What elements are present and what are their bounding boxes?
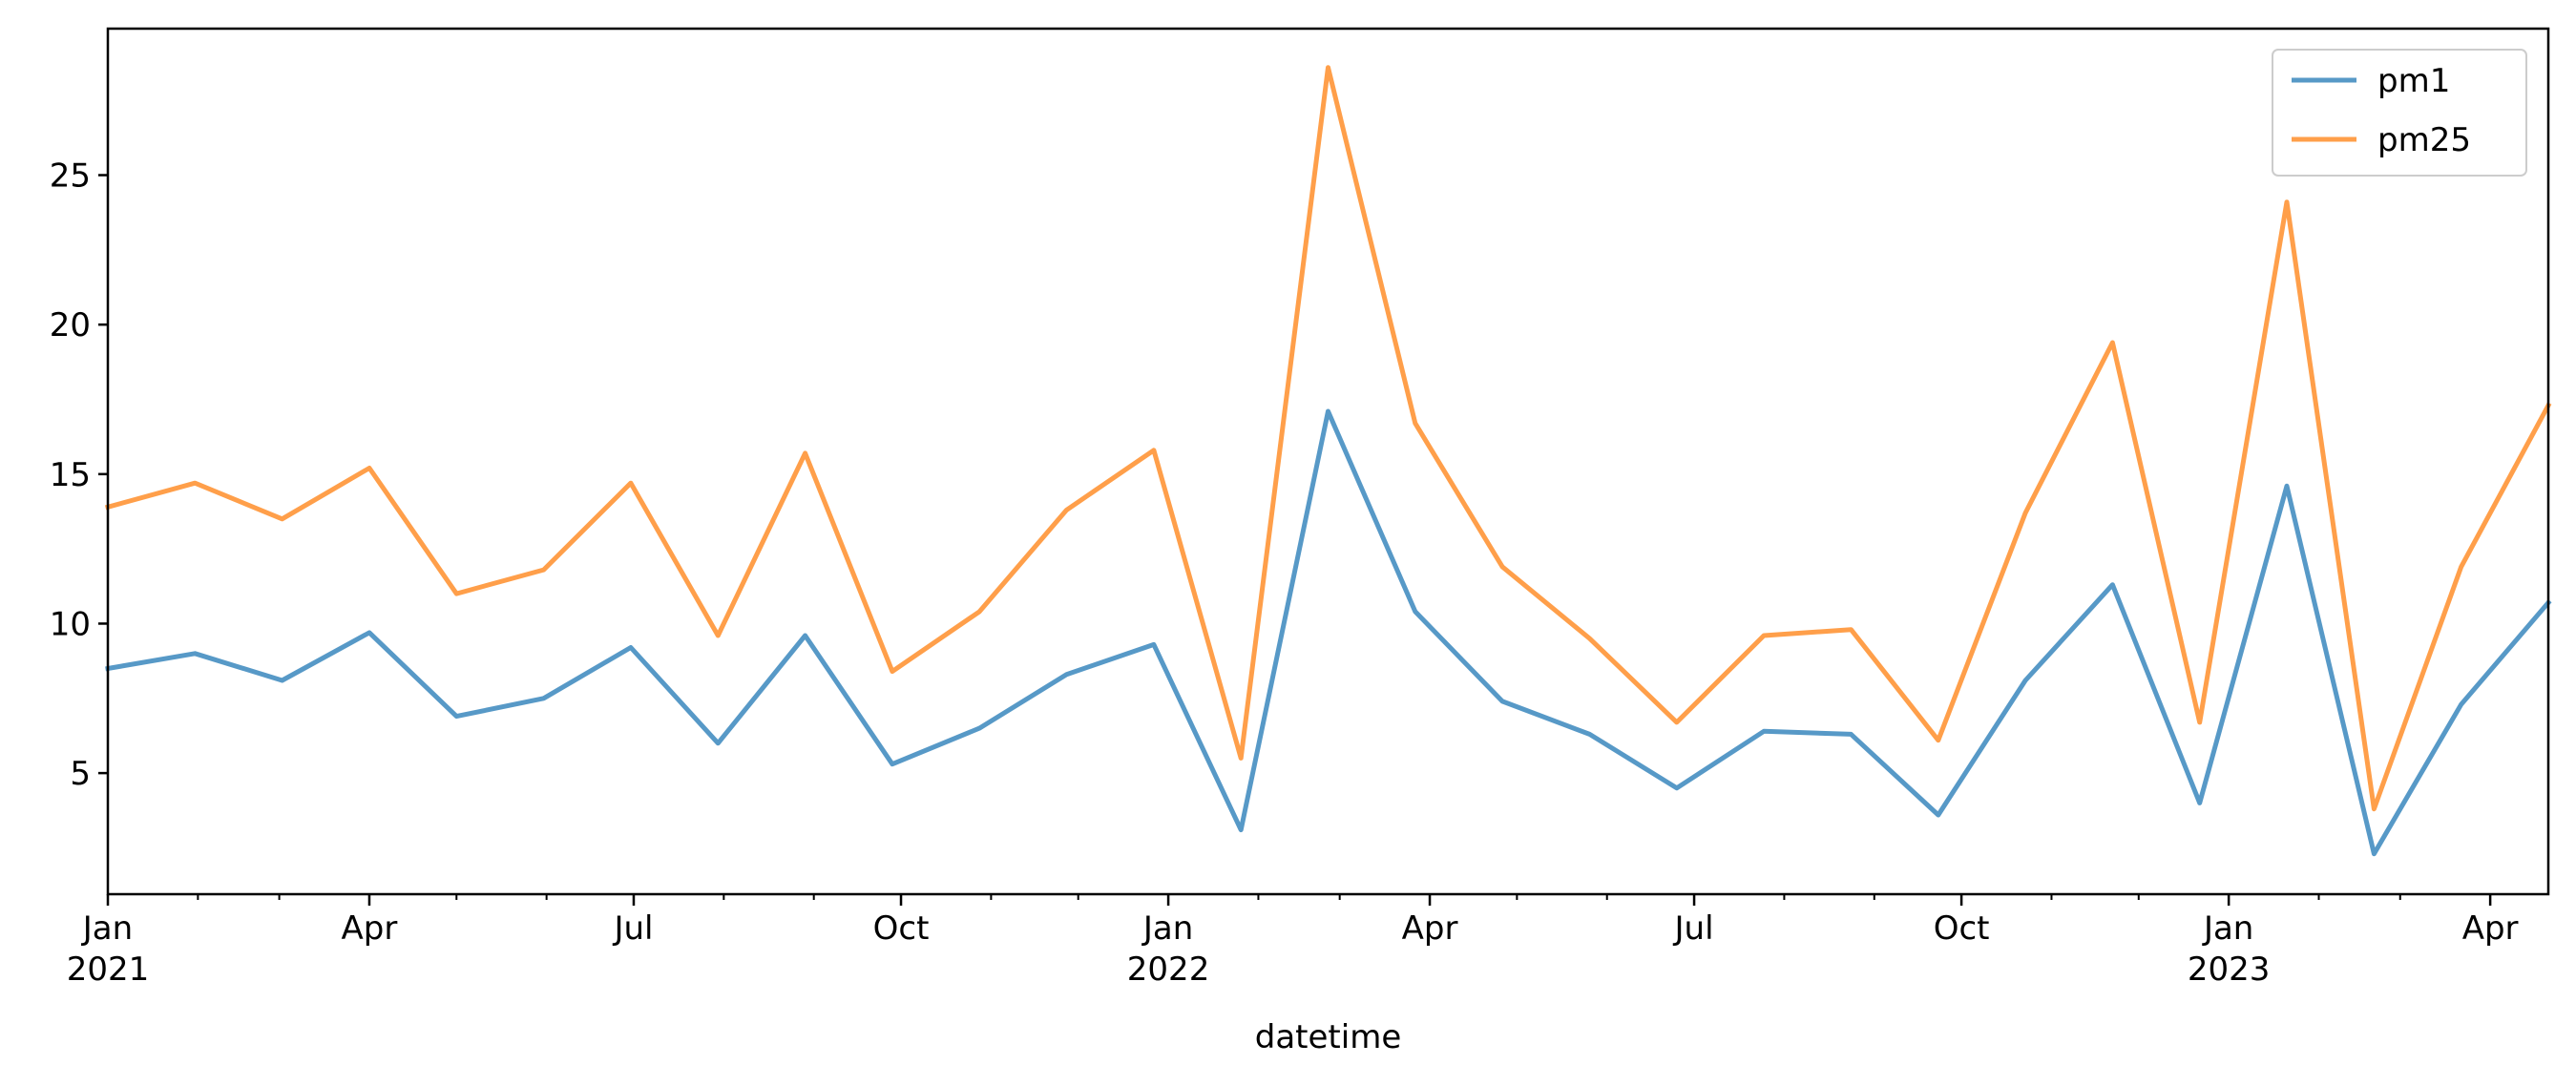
x-tick-label: Jan <box>2202 909 2253 948</box>
x-tick-label: Jan <box>81 909 133 948</box>
series-layer <box>104 65 2552 857</box>
legend-label-pm25: pm25 <box>2377 121 2471 159</box>
x-axis-label: datetime <box>1255 1018 1401 1056</box>
x-tick-label: Jan <box>1141 909 1193 948</box>
x-tick-label: Jul <box>612 909 653 948</box>
x-tick-year-label: 2022 <box>1127 950 1210 989</box>
y-axis: 5 10 15 20 25 <box>50 157 108 793</box>
x-tick-label: Oct <box>873 909 930 948</box>
series-line-pm25 <box>104 65 2552 812</box>
x-tick-year-label: 2021 <box>67 950 150 989</box>
y-tick-label: 25 <box>50 157 91 196</box>
x-tick-label: Apr <box>1402 909 1458 948</box>
x-tick-label: Jul <box>1673 909 1714 948</box>
y-tick-label: 5 <box>70 755 91 793</box>
y-tick-label: 10 <box>50 605 91 643</box>
plot-frame <box>106 27 2550 896</box>
x-tick-label: Apr <box>342 909 398 948</box>
series-line-pm1 <box>105 408 2552 857</box>
x-tick-label: Apr <box>2462 909 2519 948</box>
y-tick-label: 20 <box>50 306 91 345</box>
legend: pm1 pm25 <box>2272 49 2527 177</box>
x-tick-year-label: 2023 <box>2188 950 2271 989</box>
legend-label-pm1: pm1 <box>2377 62 2450 100</box>
y-tick-label: 15 <box>50 456 91 494</box>
x-tick-label: Oct <box>1934 909 1990 948</box>
